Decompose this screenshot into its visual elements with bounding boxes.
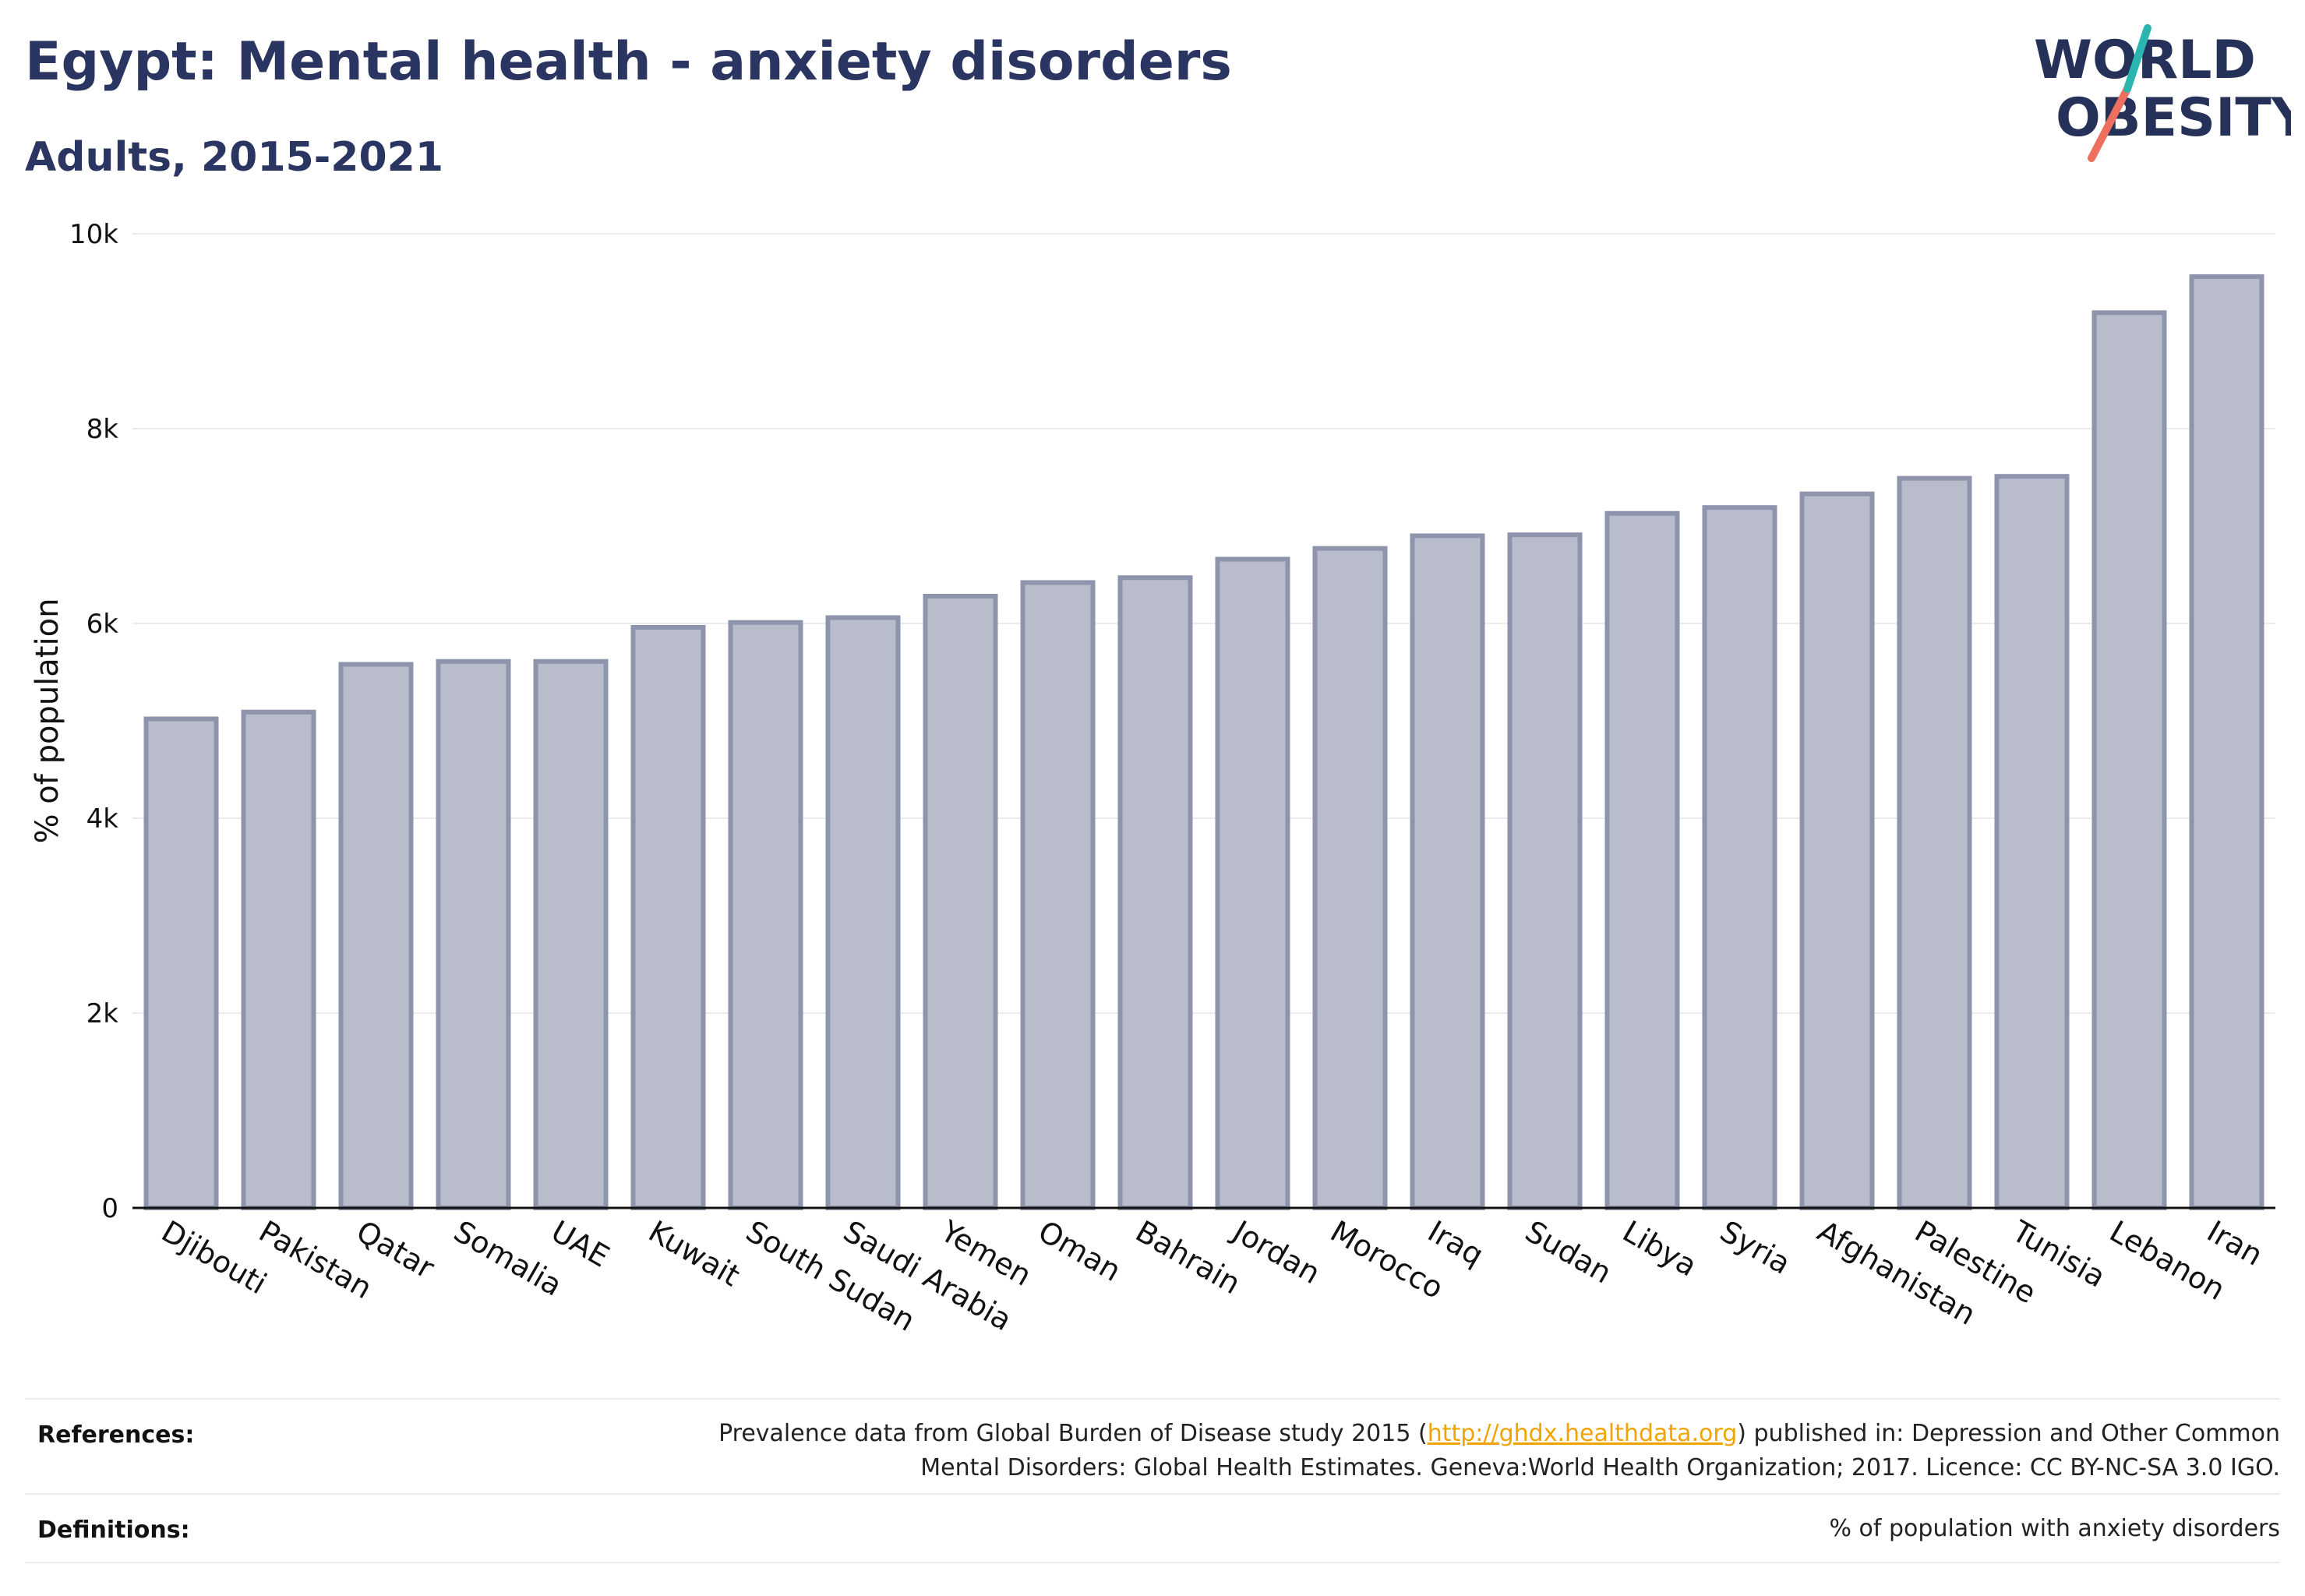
bar-tunisia: [1994, 474, 2070, 1210]
references-text-before: Prevalence data from Global Burden of Di…: [718, 1420, 1428, 1447]
y-tick-label: 6k: [86, 609, 119, 640]
x-tick-label: Oman: [1032, 1214, 1127, 1288]
bar-afghanistan: [1799, 491, 1875, 1210]
x-tick-label: Somalia: [448, 1214, 568, 1303]
bar-oman: [1020, 580, 1096, 1210]
x-tick-label: Djibouti: [156, 1214, 273, 1301]
bar-libya: [1604, 510, 1680, 1210]
bar-djibouti: [143, 716, 219, 1210]
x-tick-label: Kuwait: [643, 1214, 746, 1294]
bar-pakistan: [241, 709, 316, 1210]
x-tick-label: Libya: [1617, 1214, 1703, 1284]
y-axis-ticks: 0 2k 4k 6k 8k 10k: [69, 219, 118, 1224]
logo-line2: OBESITY: [2056, 87, 2291, 149]
y-tick-label: 10k: [69, 219, 118, 250]
bar-south-sudan: [728, 620, 803, 1210]
x-tick-label: UAE: [545, 1214, 615, 1274]
references-text-after: ) published in: Depression and Other Com…: [1737, 1420, 2280, 1447]
bar-sudan: [1507, 532, 1583, 1210]
references-text: Prevalence data from Global Burden of Di…: [644, 1417, 2280, 1485]
footer-divider-top: [25, 1398, 2280, 1400]
logo-slash-teal: [2123, 24, 2151, 93]
bar-jordan: [1215, 556, 1290, 1210]
definitions-label: Definitions:: [37, 1517, 190, 1544]
y-tick-label: 4k: [86, 803, 119, 835]
footer-divider-bottom: [25, 1562, 2280, 1563]
bar-bahrain: [1117, 575, 1193, 1210]
x-tick-label: Iran: [2201, 1214, 2268, 1273]
y-tick-label: 0: [101, 1193, 118, 1224]
bars: [143, 274, 2264, 1210]
x-tick-label: Iraq: [1422, 1214, 1489, 1273]
references-label: References:: [37, 1421, 195, 1449]
references-link[interactable]: http://ghdx.healthdata.org: [1427, 1420, 1738, 1447]
bar-palestine: [1897, 475, 1972, 1210]
x-tick-label: Syria: [1714, 1214, 1796, 1281]
x-tick-label: Bahrain: [1130, 1214, 1246, 1301]
page-subtitle: Adults, 2015-2021: [25, 134, 444, 181]
bar-saudi-arabia: [825, 615, 901, 1210]
bar-qatar: [338, 662, 414, 1210]
references-text-line2: Mental Disorders: Global Health Estimate…: [920, 1454, 2280, 1481]
bar-morocco: [1312, 546, 1388, 1210]
x-tick-label: Sudan: [1520, 1214, 1618, 1291]
bar-somalia: [436, 659, 511, 1210]
bar-iran: [2189, 274, 2264, 1210]
logo-slash-coral: [2088, 85, 2131, 162]
bar-yemen: [923, 594, 998, 1210]
y-axis-label: % of population: [30, 598, 65, 844]
bar-iraq: [1410, 533, 1485, 1210]
y-tick-label: 2k: [86, 998, 119, 1029]
y-tick-label: 8k: [86, 414, 119, 445]
footer-divider-middle: [25, 1493, 2280, 1495]
page-title: Egypt: Mental health - anxiety disorders: [25, 31, 1232, 93]
bar-syria: [1702, 505, 1777, 1210]
world-obesity-logo: WORLD OBESITY: [2034, 24, 2291, 162]
definitions-text: % of population with anxiety disorders: [1829, 1515, 2280, 1542]
bar-kuwait: [630, 625, 706, 1210]
bar-lebanon: [2091, 310, 2167, 1210]
bar-uae: [533, 659, 609, 1210]
